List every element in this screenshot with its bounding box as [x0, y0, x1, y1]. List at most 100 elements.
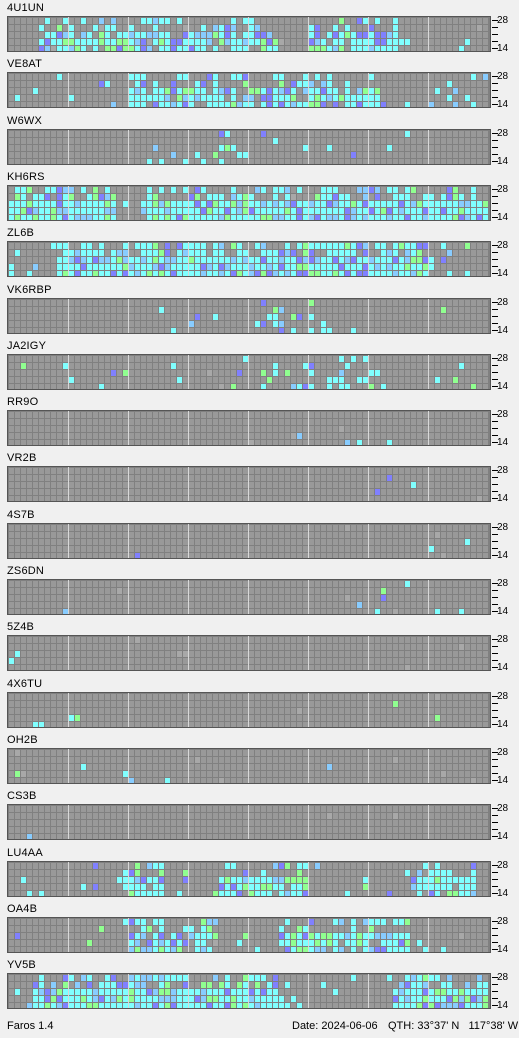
scale-tick [492, 646, 498, 648]
scale-label-top: 28 [497, 859, 509, 871]
beacon-activity-grid [7, 241, 491, 278]
beacon-callsign: KH6RS [7, 170, 45, 183]
scale-tick [492, 421, 498, 423]
scale-tick [492, 765, 498, 767]
activity-cells [9, 298, 488, 333]
band-scale: 28 14 [492, 410, 519, 448]
scale-tick [492, 758, 498, 760]
scale-tick [492, 27, 498, 28]
scale-tick [492, 1005, 498, 1007]
scale-tick [492, 808, 498, 810]
beacon-activity-grid [7, 747, 491, 784]
scale-label-bottom: 14 [497, 324, 509, 336]
scale-tick [492, 83, 498, 85]
scale-label-top: 28 [497, 690, 509, 702]
band-scale: 28 14 [492, 579, 519, 617]
scale-tick [492, 590, 498, 591]
beacon-panel: YV5B 28 14 [0, 957, 519, 1013]
beacon-panel: KH6RS 28 14 [0, 169, 519, 225]
scale-tick [492, 160, 498, 162]
scale-label-bottom: 14 [497, 606, 509, 617]
status-bar: Faros 1.4 Date: 2024-06-06 QTH: 33°37' N… [0, 1015, 519, 1038]
scale-label-top: 28 [497, 15, 509, 26]
band-scale: 28 14 [492, 241, 519, 279]
scale-label-top: 28 [497, 409, 509, 421]
activity-cells [9, 692, 488, 727]
scale-tick [492, 653, 498, 655]
scale-tick [492, 934, 498, 936]
scale-tick [492, 822, 498, 824]
scale-tick [492, 76, 498, 78]
scale-label-top: 28 [497, 352, 509, 364]
activity-cells [9, 974, 488, 1009]
scale-label-top: 28 [497, 634, 509, 646]
scale-tick [492, 709, 498, 711]
scale-tick [492, 34, 498, 35]
scale-tick [492, 301, 498, 303]
beacon-callsign: OA4B [7, 902, 38, 915]
scale-tick [492, 920, 498, 922]
scale-tick [492, 716, 498, 718]
scale-label-top: 28 [497, 465, 509, 477]
scale-label-bottom: 14 [497, 268, 509, 280]
scale-tick [492, 364, 498, 366]
scale-tick [492, 371, 498, 373]
scale-tick [492, 308, 498, 310]
beacon-callsign: VR2B [7, 452, 37, 465]
beacon-callsign: 5Z4B [7, 621, 35, 634]
scale-label-bottom: 14 [497, 380, 509, 392]
scale-label-bottom: 14 [497, 43, 509, 54]
scale-tick [492, 871, 498, 873]
beacon-panel: 5Z4B 28 14 [0, 619, 519, 675]
scale-tick [492, 498, 498, 500]
beacon-panel: OH2B 28 14 [0, 732, 519, 788]
beacon-activity-grid [7, 466, 491, 503]
beacon-activity-grid [7, 635, 491, 672]
scale-tick [492, 547, 498, 549]
beacon-callsign: RR9O [7, 396, 39, 409]
band-scale: 28 14 [492, 804, 519, 842]
scale-tick [492, 836, 498, 838]
scale-tick [492, 414, 498, 416]
scale-label-top: 28 [497, 127, 509, 139]
scale-tick [492, 146, 498, 148]
band-scale: 28 14 [492, 16, 519, 54]
beacon-panel: CS3B 28 14 [0, 788, 519, 844]
activity-cells [9, 805, 488, 840]
scale-tick [492, 20, 498, 21]
beacon-activity-grid [7, 72, 491, 109]
scale-tick [492, 667, 498, 669]
scale-tick [492, 195, 498, 197]
beacon-callsign: OH2B [7, 733, 38, 746]
band-scale: 28 14 [492, 127, 519, 167]
scale-tick [492, 977, 498, 979]
band-scale: 28 14 [492, 522, 519, 561]
beacon-activity-grid [7, 691, 491, 728]
scale-label-top: 28 [497, 296, 509, 308]
scale-label-bottom: 14 [497, 943, 509, 955]
beacon-panel: 4U1UN 28 14 [0, 0, 519, 56]
beacon-activity-grid [7, 297, 491, 334]
beacon-panel: ZS6DN 28 14 [0, 563, 519, 619]
scale-tick [492, 864, 498, 866]
activity-cells [9, 17, 488, 51]
activity-cells [9, 73, 488, 108]
scale-label-top: 28 [497, 746, 509, 758]
scale-tick [492, 815, 498, 817]
scale-tick [492, 378, 498, 380]
activity-cells [9, 185, 488, 220]
scale-label-top: 28 [497, 240, 509, 252]
scale-tick [492, 702, 498, 704]
scale-tick [492, 533, 498, 535]
beacon-activity-grid [7, 184, 491, 221]
scale-label-bottom: 14 [497, 155, 509, 167]
scale-tick [492, 491, 498, 493]
scale-tick [492, 639, 498, 641]
scale-tick [492, 779, 498, 781]
beacon-callsign: 4U1UN [7, 2, 45, 14]
scale-label-bottom: 14 [497, 831, 509, 843]
beacon-callsign: CS3B [7, 790, 37, 803]
beacon-panel: RR9O 28 14 [0, 394, 519, 450]
scale-tick [492, 597, 498, 598]
beacon-activity-grid [7, 804, 491, 841]
